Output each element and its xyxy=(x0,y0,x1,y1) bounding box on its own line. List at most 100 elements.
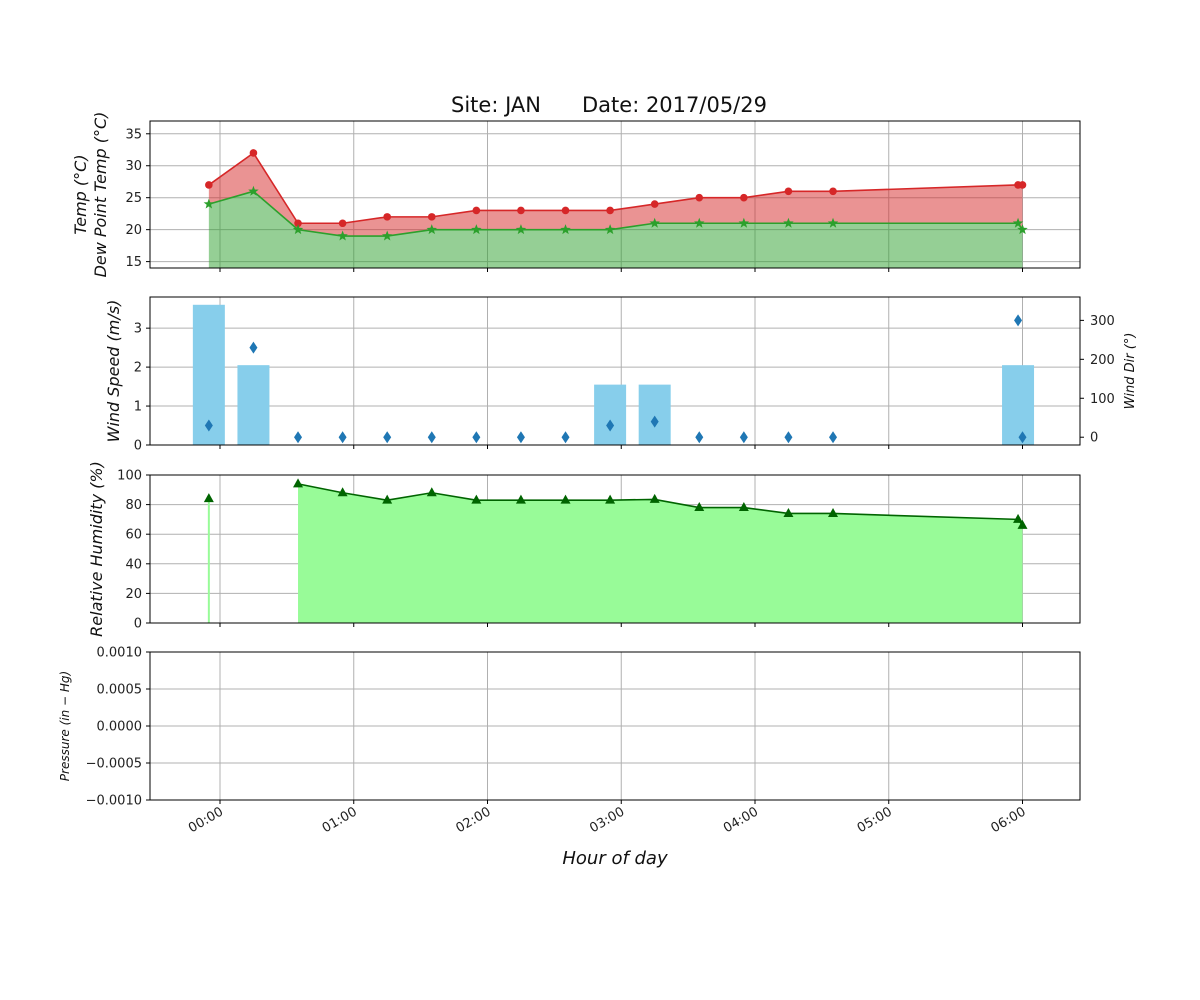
right-tick-label: 300 xyxy=(1090,314,1115,329)
right-tick-label: 100 xyxy=(1090,392,1115,407)
wind-speed-bar xyxy=(594,384,627,445)
title-site: Site: JAN xyxy=(451,93,541,117)
temp-y-label-line1: Temp (°C) xyxy=(71,154,90,234)
wind-dir-marker xyxy=(204,419,213,432)
humidity-point xyxy=(649,493,660,503)
dewpoint-point xyxy=(649,217,660,228)
title-date: Date: 2017/05/29 xyxy=(582,93,767,117)
wind-speed-y-label: Wind Speed (m/s) xyxy=(104,300,123,443)
y-tick-label: 0.0000 xyxy=(97,720,143,735)
temp-point xyxy=(427,213,436,221)
y-tick-label: −0.0005 xyxy=(86,757,142,772)
y-tick-label: 30 xyxy=(125,159,142,174)
right-tick-label: 0 xyxy=(1090,431,1098,446)
y-tick-label: −0.0010 xyxy=(86,794,142,809)
x-tick-label: 03:00 xyxy=(587,804,627,836)
humidity-point xyxy=(738,502,749,512)
dewpoint-point xyxy=(426,224,437,235)
panel-frame xyxy=(149,296,1081,446)
temp-point xyxy=(695,193,704,202)
y-tick-label: 0 xyxy=(134,439,142,454)
wind-dir-marker xyxy=(650,415,659,428)
x-tick-label: 05:00 xyxy=(855,804,895,836)
y-tick-label: 20 xyxy=(125,587,142,602)
y-tick-label: 2 xyxy=(134,361,142,376)
y-tick-label: 25 xyxy=(125,191,142,206)
wind-dir-marker xyxy=(294,431,303,444)
wind-dir-marker xyxy=(516,431,525,444)
humidity-point xyxy=(515,494,526,504)
temp-point xyxy=(383,213,391,221)
y-tick-label: 35 xyxy=(125,127,142,142)
wind-speed-bar xyxy=(638,384,671,445)
wind-dir-y-label: Wind Dir (°) xyxy=(1123,333,1138,410)
wind-dir-marker xyxy=(338,431,347,444)
humidity-area xyxy=(298,483,1023,623)
dewpoint-point xyxy=(337,230,348,241)
temp-point xyxy=(205,181,213,189)
temp-point xyxy=(784,187,793,196)
temp-point xyxy=(294,219,302,228)
wind-dir-marker xyxy=(561,431,570,444)
panel-frame xyxy=(149,474,1081,624)
wind-dir-marker xyxy=(427,431,436,444)
temp-point xyxy=(517,206,525,215)
dewpoint-point xyxy=(827,217,839,228)
temp-point xyxy=(650,200,659,208)
x-tick-label: 04:00 xyxy=(721,804,761,836)
dewpoint-point xyxy=(248,185,259,196)
humidity-y-label: Relative Humidity (%) xyxy=(87,461,106,637)
temp-y-label: Temp (°C)Dew Point Temp (°C) xyxy=(71,112,110,278)
pressure-plot: Pressure (in − Hg) xyxy=(58,651,1081,801)
humidity-point xyxy=(694,502,705,512)
dewpoint-point xyxy=(471,224,482,235)
wind-dir-marker xyxy=(472,431,481,444)
x-tick-label: 01:00 xyxy=(320,804,360,836)
humidity-plot: Relative Humidity (%) xyxy=(87,461,1081,637)
y-tick-label: 3 xyxy=(134,322,142,337)
wind-plot: 0 100 200 300 Wind Speed (m/s) Wind Dir (°) xyxy=(104,296,1138,446)
temp-point xyxy=(1018,181,1027,189)
humidity-point xyxy=(471,494,482,504)
humidity-point xyxy=(783,507,794,517)
panel-frame xyxy=(149,120,1081,269)
dewpoint-point xyxy=(203,198,215,209)
y-tick-label: 1 xyxy=(134,400,142,415)
humidity-point xyxy=(605,494,616,504)
temp-point xyxy=(829,187,837,196)
humidity-point xyxy=(337,487,348,497)
dewpoint-point xyxy=(783,217,794,228)
y-tick-label: 100 xyxy=(117,469,142,484)
wind-dir-marker xyxy=(695,431,704,444)
humidity-point xyxy=(426,487,437,497)
dewpoint-point xyxy=(560,224,571,235)
dewpoint-point xyxy=(515,224,527,235)
wind-dir-marker xyxy=(1018,431,1027,444)
wind-dir-marker xyxy=(784,431,793,444)
x-tick-label: 06:00 xyxy=(989,804,1029,836)
x-tick-label: 00:00 xyxy=(186,804,226,836)
temp-y-label-line2: Dew Point Temp (°C) xyxy=(91,112,110,278)
temp-point xyxy=(606,206,614,215)
humidity-point xyxy=(560,494,571,504)
pressure-y-label: Pressure (in − Hg) xyxy=(58,671,72,781)
x-axis: 00:00 01:00 02:00 03:00 04:00 05:00 06:00 xyxy=(186,804,1028,836)
humidity-point xyxy=(1017,519,1028,529)
panel-frame xyxy=(149,651,1081,801)
wind-dir-marker xyxy=(1014,314,1023,327)
y-tick-label: 60 xyxy=(125,528,142,543)
y-tick-label: 15 xyxy=(125,255,142,270)
dewpoint-point xyxy=(604,224,616,235)
y-tick-label: 40 xyxy=(125,557,142,572)
wind-dir-marker xyxy=(739,431,748,444)
chart-title: Site: JAN Date: 2017/05/29 xyxy=(451,93,767,117)
dewpoint-point xyxy=(292,224,304,235)
humidity-point xyxy=(293,478,304,488)
dewpoint-point xyxy=(694,217,705,228)
y-tick-label: 0 xyxy=(134,617,142,632)
temp-dewpoint-band xyxy=(208,152,1023,237)
x-tick-label: 02:00 xyxy=(454,804,494,836)
panel-3-axes: 0.0010 0.0005 0.0000 −0.0005 −0.0010 xyxy=(86,646,1080,809)
